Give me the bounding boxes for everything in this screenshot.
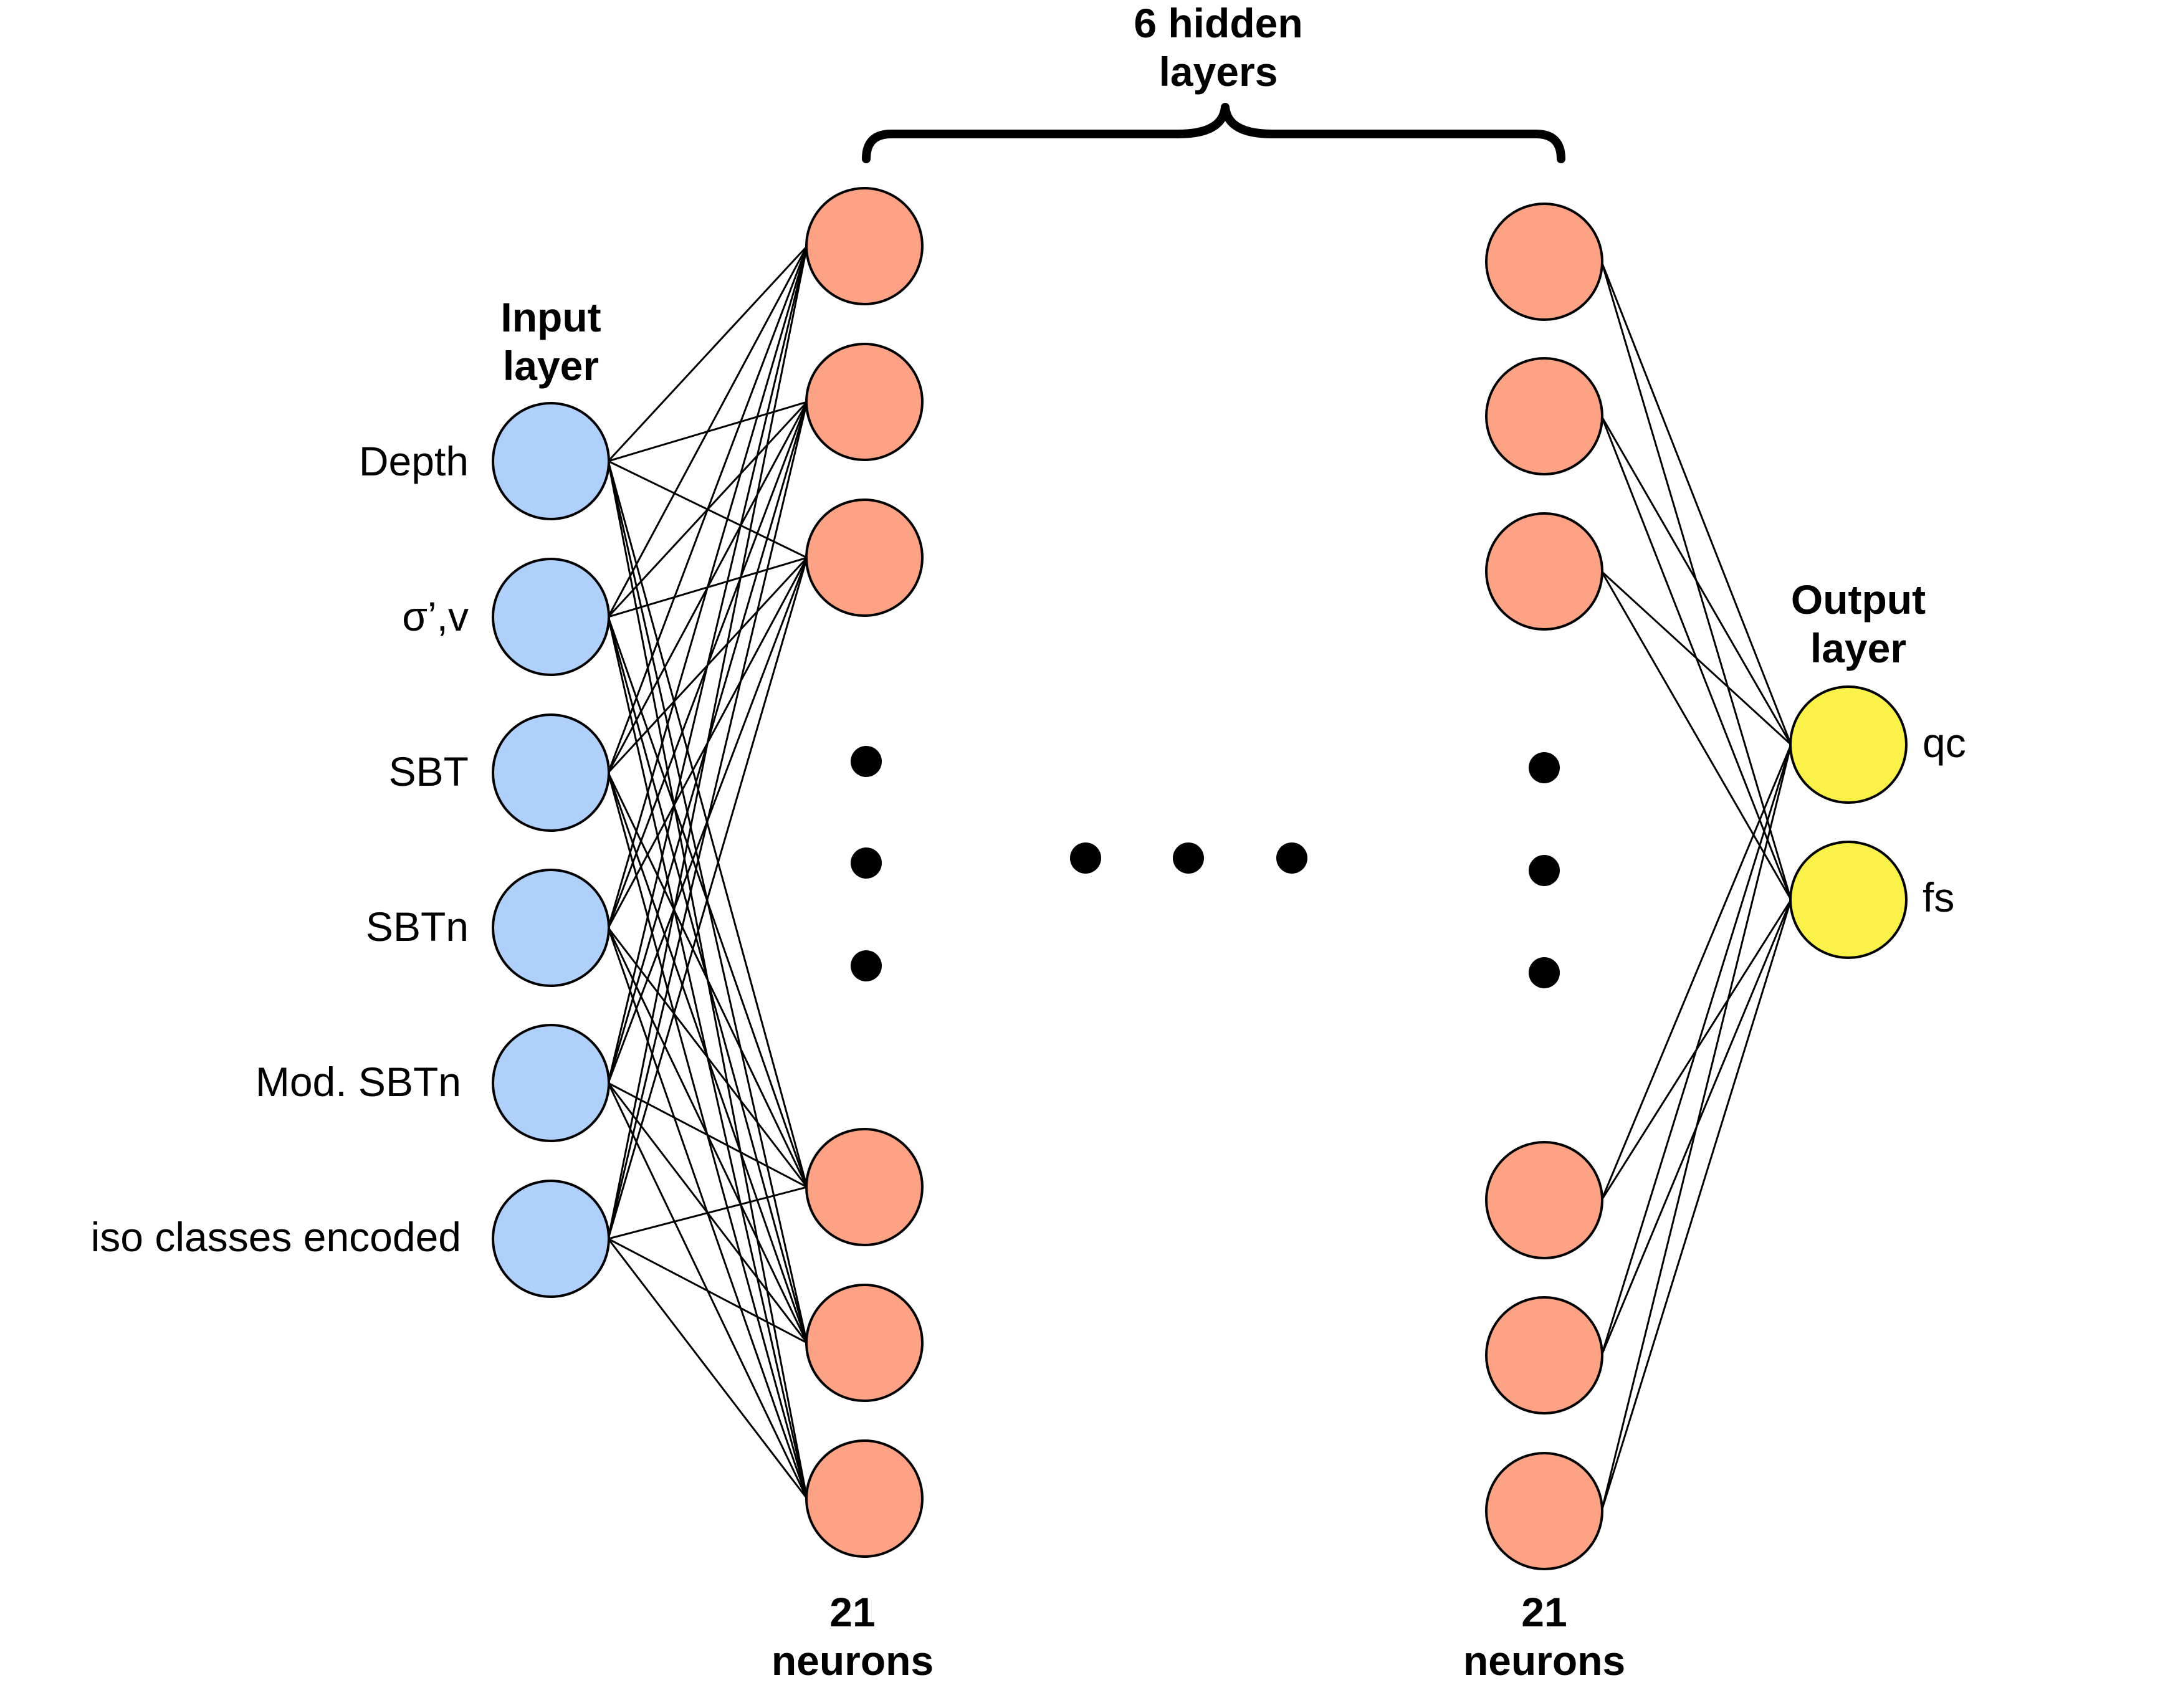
edge-hidden6-5-output-0	[1600, 744, 1792, 1512]
hidden1-neuron-5	[805, 1439, 924, 1558]
input-neuron-0	[492, 402, 610, 520]
hidden6-neuron-1	[1485, 357, 1603, 475]
edge-hidden6-3-output-0	[1600, 744, 1792, 1201]
edge-input-2-hidden1-0	[607, 246, 808, 773]
between-layers-ellipsis-dot-0	[1070, 842, 1101, 874]
output-label-fs: fs	[1923, 874, 1954, 920]
edge-input-0-hidden1-0	[607, 245, 808, 462]
edge-input-1-hidden1-3	[607, 616, 808, 1188]
input-label-iso-classes: iso classes encoded	[91, 1214, 461, 1260]
edge-input-5-hidden1-2	[607, 557, 808, 1239]
hidden6-ellipsis-dot-0	[1529, 752, 1560, 783]
hidden6-neuron-0	[1485, 203, 1603, 321]
between-layers-ellipsis-dot-1	[1173, 842, 1204, 874]
hidden1-ellipsis-dot-2	[851, 950, 882, 981]
first-hidden-neuron-count-line1: 21	[829, 1589, 875, 1635]
input-label-sbtn: SBTn	[366, 904, 469, 950]
input-neuron-3	[492, 869, 610, 987]
hidden6-neuron-2	[1485, 512, 1603, 631]
input-layer-title-line1: Input	[500, 294, 601, 340]
edge-hidden6-2-output-0	[1600, 570, 1792, 746]
output-label-qc: qc	[1923, 720, 1966, 766]
hidden1-neuron-0	[805, 187, 924, 305]
last-hidden-neuron-count-line1: 21	[1521, 1589, 1567, 1635]
input-label-mod-sbtn: Mod. SBTn	[256, 1059, 461, 1105]
hidden6-neuron-3	[1485, 1141, 1603, 1259]
edge-hidden6-4-output-0	[1600, 744, 1792, 1356]
input-layer-title-line2: layer	[503, 343, 599, 389]
input-neuron-1	[492, 558, 610, 676]
edge-hidden6-2-output-1	[1600, 571, 1792, 900]
hidden6-ellipsis-dot-1	[1529, 855, 1560, 886]
hidden6-neuron-4	[1485, 1296, 1603, 1415]
connection-lines	[607, 245, 1792, 1512]
input-neuron-5	[492, 1180, 610, 1298]
ellipsis-dots	[851, 746, 1560, 988]
hidden-layers-title-line1: 6 hidden	[1134, 0, 1302, 46]
hidden1-ellipsis-dot-0	[851, 746, 882, 777]
edge-hidden6-1-output-0	[1600, 416, 1792, 745]
neuron-nodes	[492, 187, 1908, 1570]
input-neuron-2	[492, 713, 610, 832]
edge-input-5-hidden1-0	[607, 246, 808, 1239]
edge-input-1-hidden1-0	[607, 246, 808, 618]
hidden6-ellipsis-dot-2	[1529, 957, 1560, 988]
output-neuron-1	[1789, 841, 1908, 959]
edge-hidden6-0-output-0	[1600, 261, 1792, 745]
hidden1-neuron-1	[805, 343, 924, 461]
hidden6-neuron-5	[1485, 1452, 1603, 1570]
input-neuron-4	[492, 1024, 610, 1142]
first-hidden-neuron-count-line2: neurons	[771, 1638, 934, 1684]
edge-input-4-hidden1-0	[607, 246, 808, 1084]
edge-input-5-hidden1-1	[607, 401, 808, 1239]
edge-input-5-hidden1-5	[607, 1238, 808, 1499]
hidden1-neuron-2	[805, 499, 924, 617]
output-neuron-0	[1789, 685, 1908, 804]
output-layer-title-line1: Output	[1791, 576, 1926, 623]
last-hidden-neuron-count-line2: neurons	[1463, 1638, 1625, 1684]
edge-input-3-hidden1-3	[607, 927, 808, 1188]
edge-hidden6-5-output-1	[1600, 899, 1792, 1512]
edge-input-5-hidden1-3	[608, 1186, 808, 1240]
hidden-layers-brace	[862, 103, 1565, 163]
hidden-layers-title-line2: layers	[1159, 49, 1278, 95]
output-layer-title-line2: layer	[1810, 625, 1906, 671]
hidden1-neuron-3	[805, 1128, 924, 1246]
edge-input-5-hidden1-4	[608, 1238, 808, 1344]
edge-input-3-hidden1-0	[607, 246, 808, 928]
input-label-depth: Depth	[359, 438, 469, 484]
input-label-sbt: SBT	[389, 748, 469, 794]
between-layers-ellipsis-dot-2	[1276, 842, 1307, 874]
hidden1-ellipsis-dot-1	[851, 847, 882, 879]
hidden1-neuron-4	[805, 1284, 924, 1402]
input-label-effective-stress: σ’,v	[402, 593, 469, 639]
